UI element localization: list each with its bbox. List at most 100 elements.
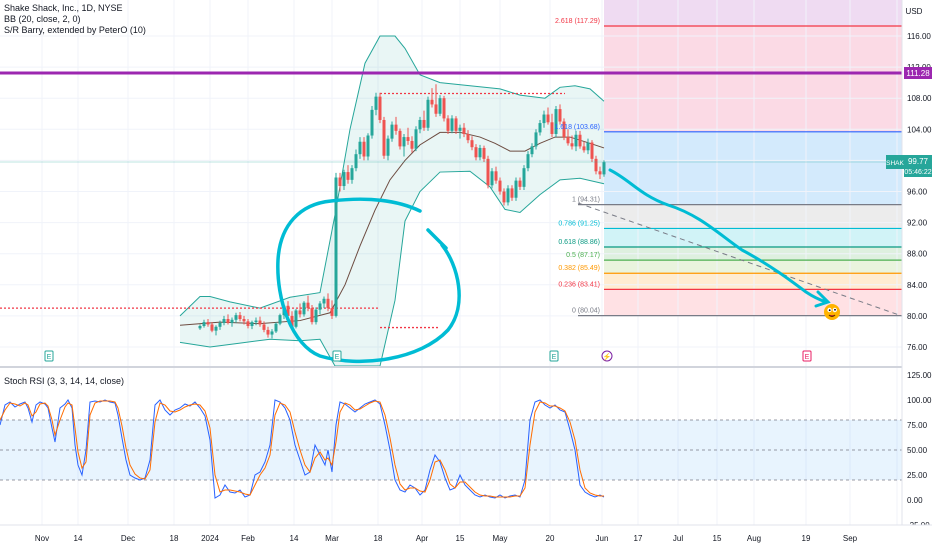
candle-body: [242, 319, 246, 322]
price-axis[interactable]: [902, 0, 932, 525]
legend-sr[interactable]: S/R Barry, extended by PeterO (10): [4, 25, 146, 35]
candle-body: [330, 308, 334, 316]
candle-body: [290, 315, 294, 327]
fib-label: 1 (94.31): [572, 197, 600, 204]
time-tick: 2024: [201, 534, 219, 543]
fib-zone: [604, 204, 902, 229]
candle-body: [302, 302, 306, 315]
candle-body: [546, 114, 550, 123]
candle-body: [306, 302, 310, 309]
candle-body: [442, 98, 446, 119]
fib-zone: [604, 131, 902, 205]
candle-body: [422, 119, 426, 128]
time-tick: Feb: [241, 534, 255, 543]
drawn-arrow[interactable]: [608, 168, 831, 308]
candle-body: [382, 119, 386, 156]
drawn-circle[interactable]: [276, 197, 461, 364]
support-resistance-lines: [0, 92, 565, 329]
candle-body: [354, 154, 358, 169]
candle-body: [210, 324, 214, 331]
candle-body: [402, 137, 406, 147]
candle-body: [514, 180, 518, 198]
candle-body: [490, 171, 494, 186]
candle-body: [526, 154, 530, 169]
candle-body: [294, 310, 298, 327]
time-tick: Jul: [673, 534, 683, 543]
candle-body: [502, 191, 506, 203]
candle-body: [390, 124, 394, 139]
fib-zones: [604, 0, 902, 316]
candle-body: [562, 121, 566, 138]
candle-body: [566, 137, 570, 144]
candle-body: [378, 96, 382, 120]
candle-body: [258, 320, 262, 325]
candle-body: [530, 146, 534, 155]
dashed-trendline[interactable]: [577, 202, 903, 317]
candle-body: [362, 141, 366, 157]
candle-body: [418, 119, 422, 130]
candle-body: [286, 305, 290, 316]
candle-body: [218, 322, 222, 327]
candle-body: [274, 323, 278, 332]
candle-body: [374, 96, 378, 110]
bb-upper: [179, 35, 605, 317]
candle-body: [462, 127, 466, 134]
fib-label: 0.382 (85.49): [558, 265, 600, 272]
candle-body: [586, 142, 590, 151]
candle-body: [226, 319, 230, 323]
candle-body: [222, 319, 226, 323]
candle-body: [602, 162, 606, 175]
candle-body: [386, 138, 390, 156]
stoch-tick: 100.00: [907, 396, 932, 405]
stoch-tick: 0.00: [907, 496, 923, 505]
candle-body: [406, 137, 410, 141]
fib-label: 0.786 (91.25): [558, 220, 600, 227]
legend-bb[interactable]: BB (20, close, 2, 0): [4, 14, 81, 24]
candle-body: [446, 118, 450, 131]
price-tick: 96.00: [907, 188, 928, 197]
fib-label: 0 (80.04): [572, 308, 600, 315]
candle-body: [450, 118, 454, 131]
time-tick: 18: [374, 534, 383, 543]
legend-stoch[interactable]: Stoch RSI (3, 3, 14, 14, close): [4, 376, 125, 386]
stoch-tick: 25.00: [907, 471, 928, 480]
candle-body: [246, 321, 250, 327]
stoch-series: [0, 399, 605, 499]
candle-body: [510, 188, 514, 198]
candle-body: [426, 99, 430, 128]
candle-body: [454, 118, 458, 131]
fib-label: 1.618 (103.68): [554, 124, 600, 131]
candle-body: [578, 134, 582, 147]
candle-body: [214, 326, 218, 331]
time-tick: 18: [170, 534, 179, 543]
candle-body: [498, 180, 502, 192]
price-tick: 88.00: [907, 250, 928, 259]
svg-text:99.77: 99.77: [908, 157, 929, 166]
currency-label: USD: [906, 7, 923, 16]
stoch-rsi-pane: [0, 399, 902, 499]
fib-label: 0.618 (88.86): [558, 239, 600, 246]
time-axis[interactable]: [0, 525, 932, 550]
legend-title[interactable]: Shake Shack, Inc., 1D, NYSE: [4, 3, 123, 13]
stoch-tick: 50.00: [907, 446, 928, 455]
svg-text:E: E: [47, 354, 52, 361]
earnings-markers[interactable]: E E E E ⚡: [44, 350, 812, 362]
bb-lower: [179, 170, 605, 367]
candle-body: [358, 141, 362, 155]
candle-body: [466, 133, 470, 141]
candle-body: [322, 298, 326, 304]
fib-label: 0.236 (83.41): [558, 281, 600, 288]
candle-body: [254, 320, 258, 323]
time-tick: Aug: [747, 534, 761, 543]
time-tick: Mar: [325, 534, 339, 543]
candle-body: [534, 132, 538, 147]
fib-label: 0.5 (87.17): [566, 252, 600, 259]
fib-zone: [604, 25, 902, 132]
svg-text:05:46:22: 05:46:22: [904, 169, 931, 176]
fib-zone: [604, 289, 902, 316]
candle-body: [342, 172, 346, 187]
candle-body: [410, 140, 414, 149]
time-tick: May: [492, 534, 507, 543]
svg-text:E: E: [552, 354, 557, 361]
